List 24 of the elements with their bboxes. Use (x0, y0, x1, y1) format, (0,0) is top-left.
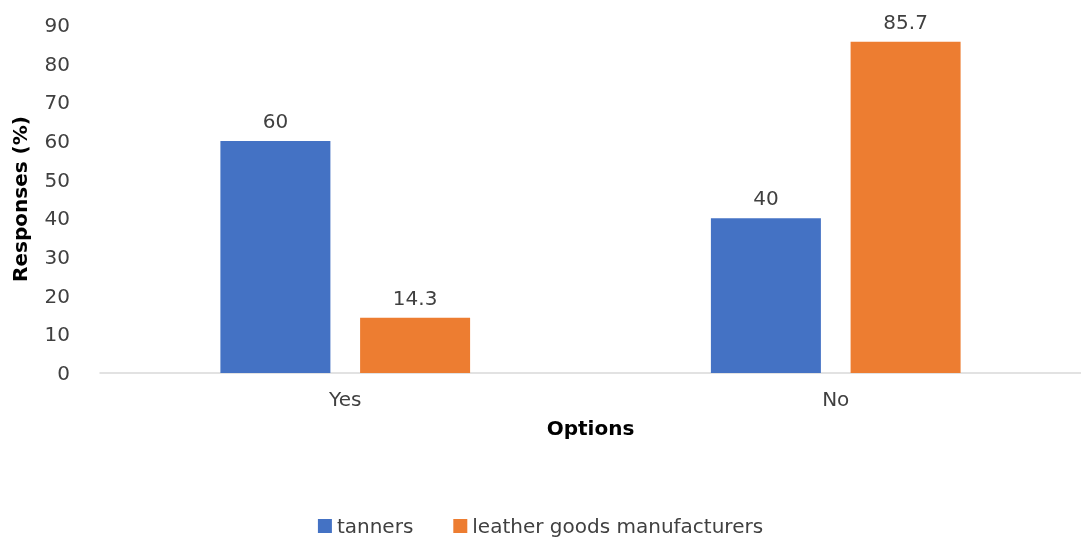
y-tick-label: 50 (44, 167, 70, 192)
data-label: 40 (753, 186, 779, 211)
y-tick-label: 40 (44, 206, 70, 231)
x-tick-label: Yes (328, 387, 362, 411)
y-tick-label: 90 (44, 13, 70, 37)
y-tick-label: 10 (44, 322, 70, 347)
y-axis-title: Responses (%) (8, 116, 32, 282)
bar (710, 218, 821, 373)
x-tick-label: No (822, 387, 850, 411)
y-tick-label: 60 (44, 129, 70, 153)
legend-label: leather goods manufacturers (472, 514, 764, 538)
data-label: 14.3 (392, 285, 438, 310)
bar (220, 141, 331, 373)
bar (360, 317, 471, 373)
data-label: 60 (262, 109, 289, 133)
y-tick-label: 80 (44, 51, 70, 76)
legend-label: tanners (336, 514, 414, 538)
y-tick-label: 70 (44, 90, 70, 115)
x-axis-title: Options (546, 416, 635, 440)
y-tick-label: 20 (44, 283, 70, 308)
y-tick-label: 0 (57, 361, 70, 385)
bar (850, 41, 961, 373)
data-label: 85.7 (883, 9, 928, 34)
y-tick-label: 30 (44, 245, 70, 269)
